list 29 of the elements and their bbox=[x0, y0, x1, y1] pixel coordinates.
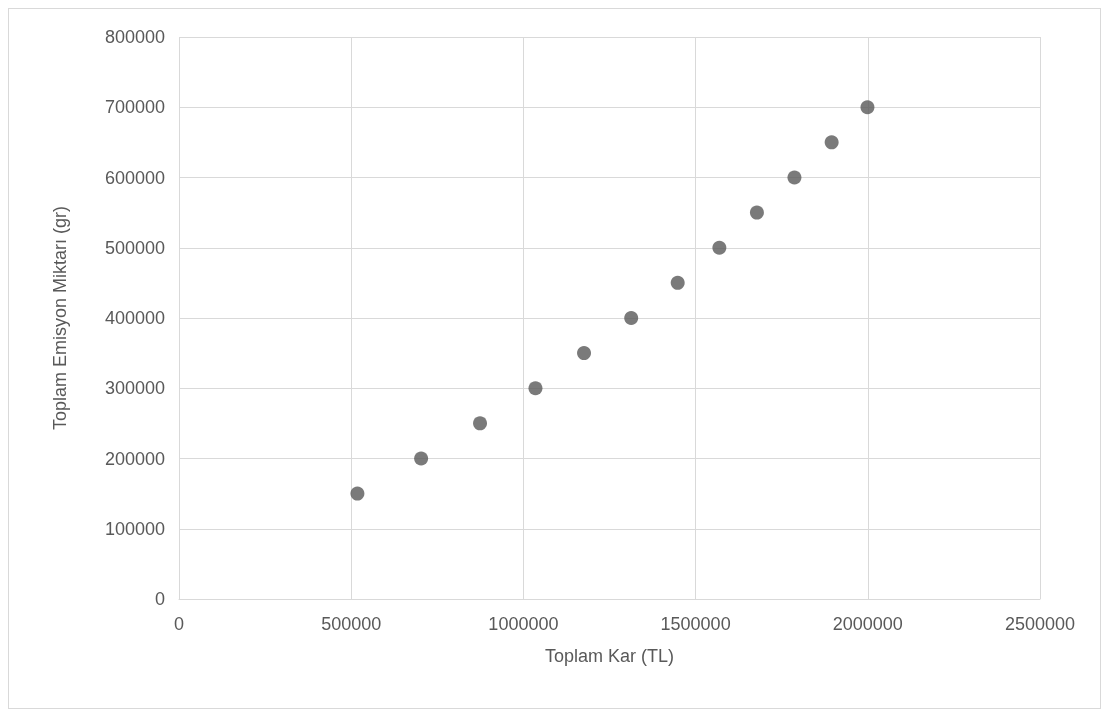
x-tick-label: 1500000 bbox=[660, 614, 731, 634]
point bbox=[350, 486, 365, 501]
point bbox=[473, 416, 488, 431]
point bbox=[787, 170, 802, 185]
point bbox=[712, 240, 727, 255]
x-axis-title: Toplam Kar (TL) bbox=[544, 646, 675, 666]
point bbox=[749, 205, 764, 220]
y-tick-label: 300000 bbox=[104, 378, 165, 399]
y-tick-label: 100000 bbox=[104, 518, 165, 539]
x-tick-label: 2000000 bbox=[832, 614, 903, 634]
y-tick-label: 200000 bbox=[104, 448, 165, 469]
y-tick-label: 700000 bbox=[104, 97, 165, 118]
point bbox=[528, 381, 543, 396]
point bbox=[860, 100, 875, 115]
y-tick-label: 600000 bbox=[104, 167, 165, 188]
point bbox=[624, 311, 639, 325]
point bbox=[824, 135, 839, 150]
y-tick-label: 400000 bbox=[104, 308, 165, 328]
x-tick-label: 0 bbox=[173, 614, 185, 634]
y-tick-label: 800000 bbox=[104, 27, 165, 47]
point bbox=[670, 275, 685, 290]
y-tick-label: 0 bbox=[154, 589, 165, 609]
x-tick-label: 500000 bbox=[321, 614, 382, 634]
point bbox=[414, 451, 429, 466]
x-tick-label: 1000000 bbox=[488, 614, 559, 634]
x-tick-label: 2500000 bbox=[1004, 614, 1076, 634]
y-tick-label: 500000 bbox=[104, 237, 165, 258]
point bbox=[577, 346, 592, 361]
y-axis-title: Toplam Emisyon Miktarı (gr) bbox=[50, 205, 70, 431]
